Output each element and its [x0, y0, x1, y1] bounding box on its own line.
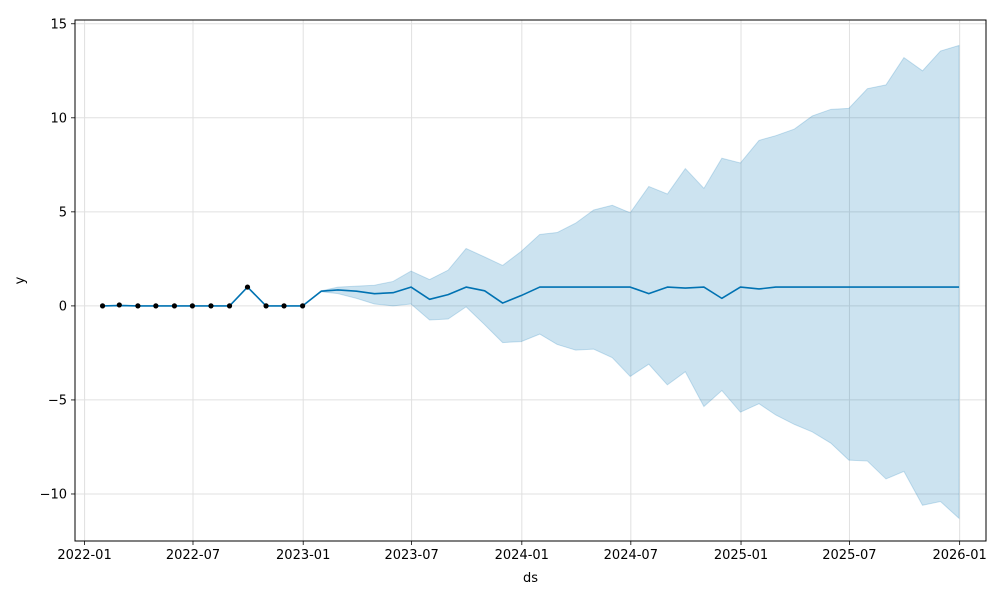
y-tick-label: 10 — [50, 111, 67, 126]
observed-point — [300, 303, 306, 309]
observed-point — [244, 284, 251, 290]
x-tick-label: 2024-07 — [604, 548, 658, 563]
x-tick-label: 2023-01 — [276, 548, 330, 563]
y-axis-label: y — [13, 276, 28, 284]
observed-point — [281, 303, 287, 309]
observed-point — [153, 303, 159, 309]
x-tick-label: 2026-01 — [932, 548, 986, 563]
y-tick-label: 0 — [59, 299, 67, 314]
y-tick-label: 5 — [59, 205, 67, 220]
y-axis-ticks: −10 −5 0 5 10 15 — [40, 17, 75, 502]
y-tick-label: −5 — [48, 393, 67, 408]
x-tick-label: 2024-01 — [495, 548, 549, 563]
x-tick-label: 2025-01 — [714, 548, 768, 563]
uncertainty-band — [102, 44, 960, 520]
x-axis-label: ds — [523, 571, 538, 586]
observed-point — [171, 303, 178, 309]
observed-point — [226, 303, 233, 309]
y-tick-label: −10 — [40, 487, 67, 502]
observed-point — [208, 303, 214, 309]
observed-points — [99, 284, 306, 309]
y-tick-label: 15 — [50, 17, 67, 32]
observed-point — [116, 302, 122, 308]
x-tick-label: 2023-07 — [384, 548, 438, 563]
observed-point — [135, 303, 141, 309]
x-axis-ticks: 2022-01 2022-07 2023-01 2023-07 2024-01 2024-… — [57, 541, 987, 563]
forecast-line — [102, 286, 960, 307]
x-tick-label: 2022-07 — [166, 548, 220, 563]
observed-point — [99, 303, 106, 309]
x-tick-label: 2022-01 — [57, 548, 111, 563]
plot-frame — [74, 19, 987, 542]
observed-point — [189, 303, 195, 309]
observed-point — [263, 303, 269, 309]
x-tick-label: 2025-07 — [822, 548, 876, 563]
